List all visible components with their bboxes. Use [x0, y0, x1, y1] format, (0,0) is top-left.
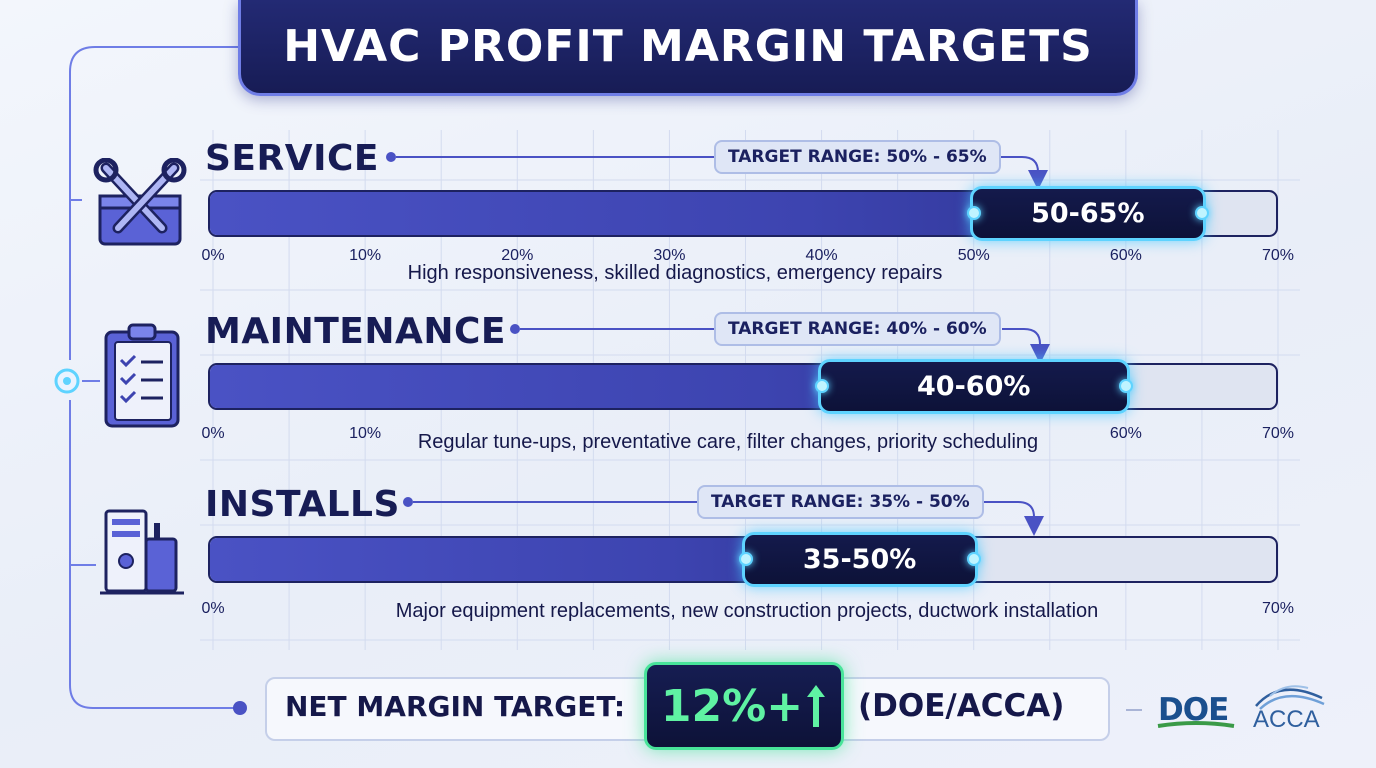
hvac-unit-icon	[100, 509, 184, 595]
clipboard-checklist-icon	[104, 323, 180, 428]
doe-logo: DOE	[1158, 692, 1229, 728]
tick-label: 10%	[349, 425, 382, 442]
description-installs: Major equipment replacements, new constr…	[395, 600, 1099, 622]
tools-wrench-icon	[93, 158, 187, 246]
description-maintenance: Regular tune-ups, preventative care, fil…	[417, 431, 1039, 453]
range-endpoint-node	[738, 552, 753, 566]
range-endpoint-node	[1194, 206, 1209, 220]
tick-label: 30%	[653, 247, 686, 264]
net-margin-value-box: 12%+	[644, 662, 844, 750]
tick-label: 0%	[201, 247, 225, 264]
acca-logo: ACCA	[1253, 706, 1320, 733]
tick-label: 70%	[1261, 425, 1295, 442]
target-range-service: TARGET RANGE: 50% - 65%	[714, 140, 1001, 174]
range-endpoint-node	[1118, 379, 1133, 393]
range-endpoint-node	[966, 206, 981, 220]
net-margin-source: (DOE/ACCA)	[858, 688, 1065, 724]
title-banner: HVAC PROFIT MARGIN TARGETS	[238, 0, 1138, 96]
net-margin-label: NET MARGIN TARGET:	[285, 690, 626, 723]
tick-label: 40%	[805, 247, 838, 264]
description-service: High responsiveness, skilled diagnostics…	[407, 262, 943, 284]
tick-label: 50%	[957, 247, 990, 264]
range-label-service: 50-65%	[1031, 198, 1145, 229]
arrow-up-icon	[807, 685, 826, 727]
tick-label: 0%	[201, 425, 225, 442]
range-label-maintenance: 40-60%	[917, 371, 1031, 402]
target-range-maintenance: TARGET RANGE: 40% - 60%	[714, 312, 1001, 346]
acca-logo-waves	[1255, 685, 1325, 710]
tick-label: 70%	[1261, 247, 1295, 264]
tick-label: 10%	[349, 247, 382, 264]
page-title: HVAC PROFIT MARGIN TARGETS	[283, 21, 1093, 72]
net-margin-value: 12%+	[660, 680, 804, 732]
tick-label: 0%	[201, 600, 225, 617]
target-range-installs: TARGET RANGE: 35% - 50%	[697, 485, 984, 519]
range-marker-installs: 35-50%	[741, 532, 978, 587]
range-marker-maintenance: 40-60%	[817, 359, 1130, 414]
range-endpoint-node	[966, 552, 981, 566]
section-title-maintenance: MAINTENANCE	[205, 311, 506, 352]
section-title-service: SERVICE	[205, 138, 380, 179]
tick-label: 70%	[1261, 600, 1295, 617]
range-label-installs: 35-50%	[802, 544, 917, 575]
tick-label: 20%	[501, 247, 534, 264]
section-title-installs: INSTALLS	[205, 484, 400, 525]
tick-label: 60%	[1109, 247, 1142, 264]
range-marker-service: 50-65%	[969, 186, 1206, 241]
tick-label: 60%	[1109, 425, 1142, 442]
range-endpoint-node	[814, 379, 829, 393]
